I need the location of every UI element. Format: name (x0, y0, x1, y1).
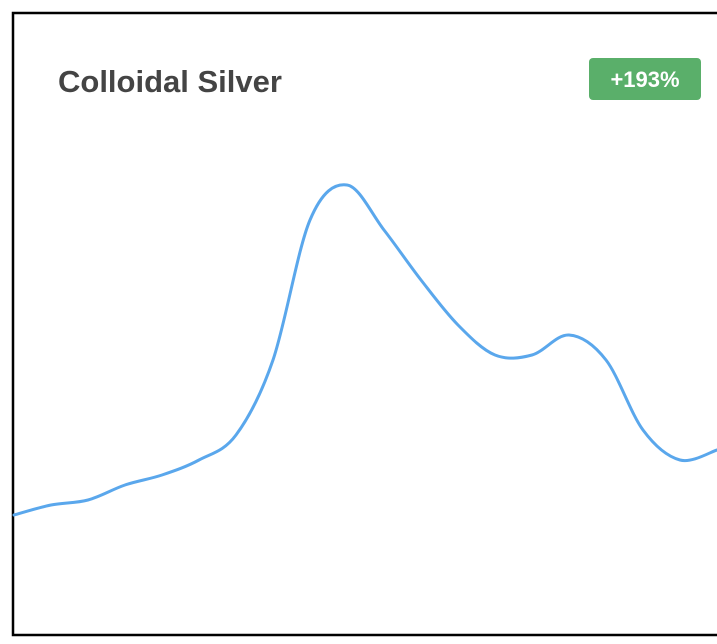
chart-title: Colloidal Silver (58, 64, 282, 99)
card (11, 11, 717, 637)
trend-line (12, 183, 717, 517)
badge-text: +193% (610, 67, 679, 92)
badge (589, 58, 701, 100)
